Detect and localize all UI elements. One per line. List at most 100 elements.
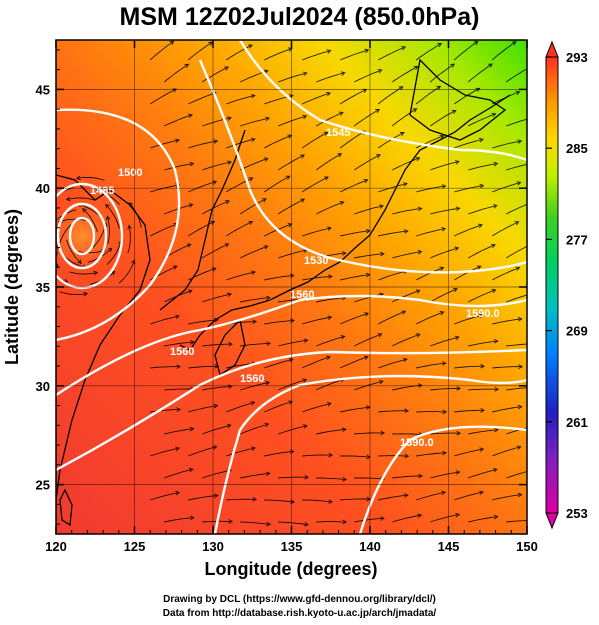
streamline bbox=[278, 521, 309, 526]
streamline-arrow bbox=[442, 409, 448, 415]
streamline-arrow bbox=[437, 43, 442, 48]
y-tick-label: 35 bbox=[36, 280, 50, 295]
streamline bbox=[430, 471, 460, 479]
streamline bbox=[264, 274, 294, 281]
colorbar-gradient bbox=[545, 56, 559, 514]
streamline-arrow bbox=[226, 423, 232, 429]
geopotential-contours bbox=[56, 40, 527, 534]
streamline bbox=[415, 43, 442, 61]
streamline-arrow bbox=[439, 266, 445, 271]
streamline-arrow bbox=[250, 93, 256, 99]
streamline-arrow bbox=[49, 197, 53, 201]
streamline-arrow bbox=[300, 198, 306, 203]
streamline-arrow bbox=[375, 109, 380, 114]
streamline-arrow bbox=[324, 176, 329, 181]
streamline-arrow bbox=[328, 452, 334, 458]
streamline bbox=[378, 455, 409, 457]
streamline-arrow bbox=[493, 161, 499, 167]
streamline-arrow bbox=[337, 153, 343, 158]
streamline bbox=[202, 424, 231, 435]
streamline bbox=[164, 114, 193, 127]
streamline bbox=[454, 314, 483, 325]
streamline-arrow bbox=[377, 68, 383, 74]
streamline-arrow bbox=[105, 203, 110, 209]
streamline bbox=[302, 275, 333, 281]
streamline-arrow bbox=[248, 220, 254, 226]
streamline bbox=[301, 176, 329, 193]
streamline-arrow bbox=[404, 408, 410, 414]
streamline-arrow bbox=[212, 445, 218, 450]
streamline bbox=[468, 205, 498, 215]
streamline bbox=[491, 267, 520, 281]
streamline-arrow bbox=[213, 139, 219, 144]
streamline-arrow bbox=[529, 244, 533, 248]
streamline-arrow bbox=[480, 408, 486, 413]
streamline-arrow bbox=[441, 490, 447, 496]
colorbar-tick-label: 277 bbox=[566, 232, 588, 247]
streamline-arrow bbox=[208, 41, 213, 46]
streamline bbox=[416, 228, 446, 237]
streamline bbox=[278, 72, 307, 83]
streamline-arrow bbox=[302, 378, 308, 383]
streamline-arrow bbox=[31, 265, 35, 269]
streamline bbox=[302, 454, 333, 457]
streamline-arrow bbox=[261, 198, 267, 203]
streamline bbox=[202, 469, 232, 479]
streamline-arrow bbox=[327, 226, 332, 231]
low-pressure-warm-core bbox=[56, 196, 122, 276]
streamline-arrow bbox=[517, 316, 523, 322]
streamline-arrow bbox=[264, 422, 270, 428]
streamline-arrow bbox=[107, 247, 113, 253]
streamline bbox=[106, 216, 110, 245]
streamline-arrow bbox=[303, 338, 309, 343]
streamline bbox=[454, 448, 484, 457]
streamline bbox=[149, 88, 177, 105]
streamline bbox=[377, 46, 406, 61]
streamline bbox=[492, 446, 521, 457]
streamline-arrow bbox=[456, 386, 462, 391]
streamline bbox=[416, 362, 446, 369]
streamline bbox=[188, 446, 217, 457]
streamline bbox=[226, 401, 255, 413]
streamline bbox=[416, 452, 447, 457]
contour-1545 bbox=[198, 59, 527, 274]
colorbar-tick-label: 293 bbox=[566, 50, 588, 65]
streamline bbox=[468, 429, 498, 435]
streamline bbox=[505, 203, 527, 215]
streamline-arrow bbox=[190, 515, 195, 521]
colorbar-tick-label: 261 bbox=[566, 415, 588, 430]
streamline bbox=[278, 339, 308, 347]
streamline bbox=[506, 343, 527, 347]
streamline bbox=[202, 293, 232, 303]
streamline bbox=[278, 379, 307, 391]
streamline bbox=[377, 310, 406, 325]
streamline bbox=[277, 154, 305, 171]
streamline-arrow bbox=[304, 474, 310, 480]
streamline-arrow bbox=[250, 137, 256, 143]
streamline-arrow bbox=[518, 364, 524, 369]
streamline bbox=[454, 224, 483, 237]
y-tick-label: 25 bbox=[36, 478, 50, 493]
streamline bbox=[240, 117, 270, 127]
streamline-arrow bbox=[511, 41, 517, 46]
contour-1590 bbox=[213, 374, 527, 534]
streamline bbox=[467, 289, 496, 303]
streamline-arrow bbox=[455, 512, 461, 518]
x-axis-label: Longitude (degrees) bbox=[204, 559, 377, 579]
streamline bbox=[226, 447, 256, 457]
streamline-arrow bbox=[436, 85, 442, 91]
streamline-arrow bbox=[378, 379, 384, 385]
streamline-arrow bbox=[184, 63, 190, 69]
streamline-arrow bbox=[478, 223, 483, 229]
streamline bbox=[164, 341, 194, 347]
streamline bbox=[353, 109, 380, 127]
credit-dcl: Drawing by DCL (https://www.gfd-dennou.o… bbox=[163, 594, 436, 605]
streamline-arrow bbox=[376, 154, 381, 159]
streamline-arrow bbox=[441, 184, 447, 189]
streamline bbox=[118, 260, 135, 284]
streamline bbox=[340, 356, 369, 369]
y-axis-label: Latitude (degrees) bbox=[2, 209, 22, 365]
streamline bbox=[492, 318, 522, 325]
streamline-arrow bbox=[288, 400, 294, 405]
streamline bbox=[302, 316, 332, 325]
